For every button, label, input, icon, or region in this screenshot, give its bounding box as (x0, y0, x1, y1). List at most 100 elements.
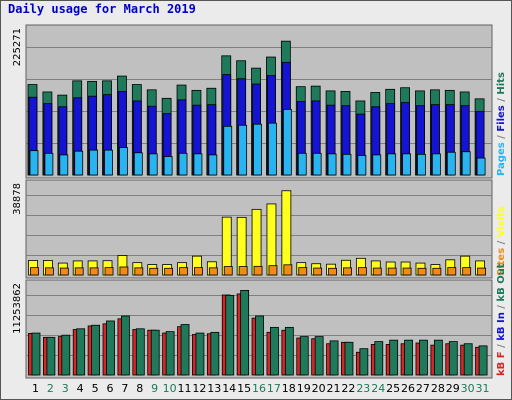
bar-sites (89, 267, 99, 276)
bar-pages (282, 109, 292, 176)
bar-pages (476, 157, 486, 176)
bar-kb-out (106, 320, 115, 376)
bar-sites (462, 267, 472, 276)
bar-sites (134, 267, 144, 276)
bar-kb-out (299, 336, 309, 376)
bar-sites (74, 267, 84, 276)
day-label: 30 (461, 382, 475, 395)
y-max-label: 11253862 (12, 283, 23, 334)
bar-sites (59, 267, 69, 276)
bar-sites (402, 267, 412, 276)
day-label: 29 (446, 382, 460, 395)
bar-kb-out (135, 328, 145, 376)
day-label: 2 (47, 382, 54, 395)
legend-entry: Sites (496, 248, 507, 276)
bar-kb-out (61, 334, 71, 376)
bar-pages (253, 123, 262, 176)
bar-sites (417, 267, 427, 276)
bar-pages (238, 124, 248, 176)
bar-kb-out (344, 341, 354, 376)
panel-kb-in-out: 11253862 kB F / kB In / kB Out (12, 263, 507, 379)
bar-pages (402, 153, 411, 176)
day-label: 4 (77, 382, 84, 395)
day-label: 31 (476, 382, 490, 395)
bar-sites (283, 264, 293, 276)
day-label: 15 (237, 382, 251, 395)
legend-entry: / (496, 95, 507, 106)
bar-pages (29, 150, 39, 176)
bar-sites (447, 267, 457, 276)
bar-pages (148, 153, 158, 176)
bar-kb-out (210, 331, 220, 376)
bar-pages (357, 155, 367, 176)
chart-panels: 225271 Pages / Files / Hits 38878 Sites / V… (12, 24, 507, 379)
bar-kb-out (180, 324, 190, 376)
bar-sites (298, 267, 308, 276)
y-max-label: 225271 (12, 28, 23, 66)
bar-sites (30, 267, 39, 276)
bar-sites (179, 267, 188, 276)
day-label: 9 (151, 382, 158, 395)
bar-kb-out (46, 336, 56, 376)
legend-entry: / (496, 237, 507, 248)
bar-sites (313, 267, 323, 276)
bar-kb-out (150, 329, 160, 376)
bar-pages (59, 154, 69, 176)
bar-kb-out (165, 331, 175, 376)
bar-kb-out (478, 345, 488, 376)
bar-pages (431, 153, 441, 176)
bar-sites (223, 266, 233, 276)
day-label: 26 (401, 382, 415, 395)
bar-sites (357, 267, 367, 276)
day-label: 7 (121, 382, 128, 395)
bar-pages (268, 122, 277, 176)
bar-pages (417, 153, 426, 176)
day-label: 18 (282, 382, 296, 395)
day-label: 10 (163, 382, 177, 395)
bar-kb-out (419, 339, 428, 376)
legend-entry: Visits (496, 206, 507, 237)
day-label: 20 (312, 382, 326, 395)
day-label: 19 (297, 382, 311, 395)
bar-visits (251, 208, 262, 276)
bar-pages (297, 152, 307, 176)
bar-kb-out (240, 289, 250, 376)
day-label: 27 (416, 382, 430, 395)
day-label: 25 (386, 382, 400, 395)
day-label: 3 (62, 382, 69, 395)
bar-sites (477, 267, 486, 276)
bar-sites (343, 267, 352, 276)
legend: kB F / kB In / kB Out (496, 263, 507, 376)
legend-entry: kB F (496, 351, 507, 376)
bar-sites (328, 267, 337, 276)
bar-pages (163, 156, 173, 176)
bar-kb-out (329, 340, 339, 376)
day-label: 22 (341, 382, 355, 395)
bar-sites (238, 266, 248, 276)
bar-kb-out (284, 326, 294, 376)
bar-sites (104, 267, 114, 276)
bar-pages (208, 154, 218, 176)
day-label: 1 (32, 382, 39, 395)
bar-kb-out (225, 294, 235, 376)
bar-kb-out (359, 348, 369, 376)
bar-pages (223, 125, 233, 176)
legend-entry: Files (496, 105, 507, 131)
bar-pages (342, 153, 352, 176)
bar-kb-out (91, 324, 101, 376)
bar-kb-out (389, 339, 399, 376)
day-label: 16 (252, 382, 266, 395)
bar-pages (89, 149, 99, 176)
day-label: 8 (136, 382, 143, 395)
day-axis: 1 2 3 4 5 6 7 8 9 10 11 12 13 14 15 16 17 18 19 20 21 22 23 24 2… (32, 382, 490, 395)
panel-visits-sites: 38878 Sites / Visits (12, 179, 507, 279)
bar-visits (266, 203, 277, 276)
bar-sites (372, 267, 382, 276)
bar-sites (194, 267, 203, 276)
day-label: 5 (92, 382, 99, 395)
bar-visits (281, 190, 292, 276)
bar-pages (44, 152, 54, 176)
bar-pages (327, 153, 337, 176)
day-label: 6 (106, 382, 113, 395)
day-label: 13 (207, 382, 221, 395)
